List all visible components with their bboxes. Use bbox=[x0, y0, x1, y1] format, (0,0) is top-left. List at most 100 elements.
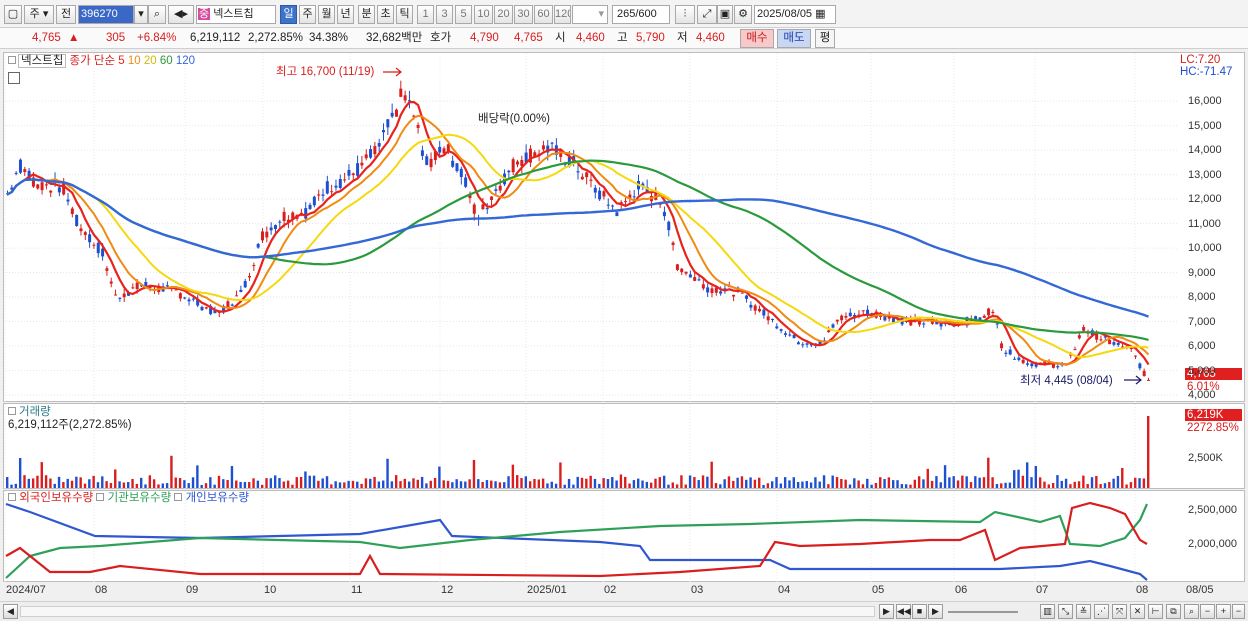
x-tick: 04 bbox=[778, 584, 791, 596]
volume-pct-tag: 2272.85% bbox=[1187, 422, 1239, 434]
interval-30-button[interactable]: 30 bbox=[514, 5, 533, 24]
chevron-down-icon[interactable]: ▾ bbox=[134, 5, 148, 24]
price-y-tick: 16,000 bbox=[1188, 95, 1222, 108]
rewind-icon[interactable]: ◀◀ bbox=[896, 604, 911, 619]
zoom-search-icon[interactable]: ⌕ bbox=[1184, 604, 1199, 619]
x-tick: 08 bbox=[95, 584, 108, 596]
market-select[interactable]: 주 ▾ bbox=[24, 5, 54, 24]
interval-select[interactable]: ▾ bbox=[572, 5, 608, 24]
search-icon[interactable]: ⌕ bbox=[148, 5, 166, 24]
play-icon[interactable]: ▶ bbox=[928, 604, 943, 619]
volume-title-text: 거래량 bbox=[19, 406, 51, 418]
stop-icon[interactable]: ■ bbox=[912, 604, 927, 619]
volume-y-tick: 2,500K bbox=[1188, 452, 1223, 464]
pattern-icon[interactable]: ⋰ bbox=[1094, 604, 1109, 619]
price-change-pct: +6.84% bbox=[137, 32, 177, 44]
volume-ratio: 2,272.85% bbox=[248, 32, 303, 44]
x-tick: 2025/01 bbox=[527, 584, 567, 596]
save-icon[interactable]: ▣ bbox=[717, 5, 733, 24]
legend-ma60: 60 bbox=[159, 55, 173, 67]
x-tick: 06 bbox=[955, 584, 968, 596]
period-year-button[interactable]: 년 bbox=[337, 5, 354, 24]
market-select-label: 주 bbox=[29, 8, 40, 20]
zoom-in-icon[interactable]: + bbox=[1216, 604, 1231, 619]
trend-line-icon[interactable]: ⤢ bbox=[697, 5, 717, 24]
x-tick: 09 bbox=[186, 584, 199, 596]
volume-value: 6,219,112 bbox=[190, 32, 241, 44]
erase-icon[interactable]: ✕ bbox=[1130, 604, 1145, 619]
count-total: /600 bbox=[635, 8, 657, 20]
legend-ma120: 120 bbox=[175, 55, 196, 67]
volume-pane[interactable] bbox=[3, 403, 1245, 489]
zoom-out-icon[interactable]: − bbox=[1200, 604, 1215, 619]
candle-settings-icon[interactable]: ⫶ bbox=[675, 5, 695, 24]
zoom-slider[interactable] bbox=[948, 611, 1018, 613]
calendar-icon[interactable]: ▦ bbox=[815, 8, 826, 20]
holding-box-icon bbox=[174, 493, 183, 501]
legend-ma5: 5 bbox=[118, 55, 125, 67]
count-field[interactable]: 265/600 bbox=[612, 5, 670, 24]
prev-button[interactable]: 전 bbox=[56, 5, 76, 24]
interval-3-button[interactable]: 3 bbox=[436, 5, 453, 24]
max-price-label: 최고 16,700 (11/19) bbox=[276, 66, 375, 78]
turnover-rate: 34.38% bbox=[309, 32, 349, 44]
minimize-icon[interactable]: − bbox=[1232, 604, 1245, 619]
chart-type-icon[interactable]: ▥ bbox=[1040, 604, 1055, 619]
link-icon[interactable]: ⤧ bbox=[1112, 604, 1127, 619]
legend-box-icon bbox=[8, 56, 16, 64]
scroll-left-icon[interactable]: ◀ bbox=[3, 604, 18, 619]
stock-badge: 중 bbox=[198, 8, 211, 20]
price-legend: 넥스트칩 종가 단순 5 10 20 60 120 bbox=[8, 54, 196, 68]
legend-foreign: 외국인보유수량 bbox=[19, 492, 94, 504]
indicator-icon[interactable]: ≚ bbox=[1076, 604, 1091, 619]
low-price: 4,460 bbox=[696, 32, 725, 44]
price-y-tick: 11,000 bbox=[1188, 217, 1221, 230]
interval-120-button[interactable]: 120 bbox=[554, 5, 571, 24]
period-month-button[interactable]: 월 bbox=[318, 5, 335, 24]
period-second-button[interactable]: 초 bbox=[377, 5, 394, 24]
price-y-tick: 5,000 bbox=[1188, 364, 1216, 377]
scroll-right-icon[interactable]: ▶ bbox=[879, 604, 894, 619]
period-day-button[interactable]: 일 bbox=[280, 5, 297, 24]
interval-10-button[interactable]: 10 bbox=[474, 5, 493, 24]
price-y-tick: 10,000 bbox=[1188, 242, 1222, 255]
bottom-scrollbar: ◀ ▶ ◀◀ ■ ▶ ▥ ⤡ ≚ ⋰ ⤧ ✕ ⊢ ⧉ ⌕ − + − bbox=[0, 601, 1248, 621]
scroll-track[interactable] bbox=[20, 606, 875, 617]
hc-value: HC:-71.47 bbox=[1180, 66, 1233, 78]
interval-20-button[interactable]: 20 bbox=[494, 5, 513, 24]
price-y-tick: 6,000 bbox=[1188, 340, 1216, 353]
current-pct-tag: 6.01% bbox=[1187, 381, 1220, 393]
period-minute-button[interactable]: 분 bbox=[358, 5, 375, 24]
open-label: 시 bbox=[555, 32, 566, 44]
draw-tool-icon[interactable]: ⤡ bbox=[1058, 604, 1073, 619]
interval-1-button[interactable]: 1 bbox=[417, 5, 434, 24]
interval-60-button[interactable]: 60 bbox=[534, 5, 553, 24]
bid-price: 4,765 bbox=[514, 32, 543, 44]
grid-toggle-icon[interactable] bbox=[8, 72, 20, 84]
ask-price: 4,790 bbox=[470, 32, 499, 44]
window-icon[interactable]: ▢ bbox=[4, 5, 22, 24]
stock-code-input[interactable]: 396270 bbox=[78, 5, 134, 24]
high-label: 고 bbox=[617, 32, 628, 44]
holding-legend: 외국인보유수량 기관보유수량 개인보유수량 bbox=[8, 492, 249, 505]
speaker-icon[interactable]: ◀▸ bbox=[168, 5, 194, 24]
legend-ma-prefix: 종가 단순 bbox=[69, 55, 116, 67]
ruler-icon[interactable]: ⊢ bbox=[1148, 604, 1163, 619]
stock-name: 넥스트칩 bbox=[213, 8, 254, 20]
stock-name-field[interactable]: 중 넥스트칩 bbox=[196, 5, 276, 24]
dividend-label: 배당락(0.00%) bbox=[478, 113, 551, 125]
period-tick-button[interactable]: 틱 bbox=[396, 5, 413, 24]
current-price: 4,765 bbox=[32, 32, 61, 44]
eval-button[interactable]: 평 bbox=[815, 29, 835, 48]
x-tick: 2024/07 bbox=[6, 584, 46, 596]
buy-button[interactable]: 매수 bbox=[740, 29, 774, 48]
volume-title: 거래량 bbox=[8, 406, 51, 419]
count-value: 265 bbox=[617, 8, 636, 20]
copy-icon[interactable]: ⧉ bbox=[1166, 604, 1181, 619]
gear-icon[interactable]: ⚙ bbox=[734, 5, 752, 24]
date-field[interactable]: 2025/08/05 ▦ bbox=[754, 5, 836, 24]
period-week-button[interactable]: 주 bbox=[299, 5, 316, 24]
interval-5-button[interactable]: 5 bbox=[455, 5, 472, 24]
sell-button[interactable]: 매도 bbox=[777, 29, 811, 48]
price-pane[interactable] bbox=[3, 52, 1245, 402]
